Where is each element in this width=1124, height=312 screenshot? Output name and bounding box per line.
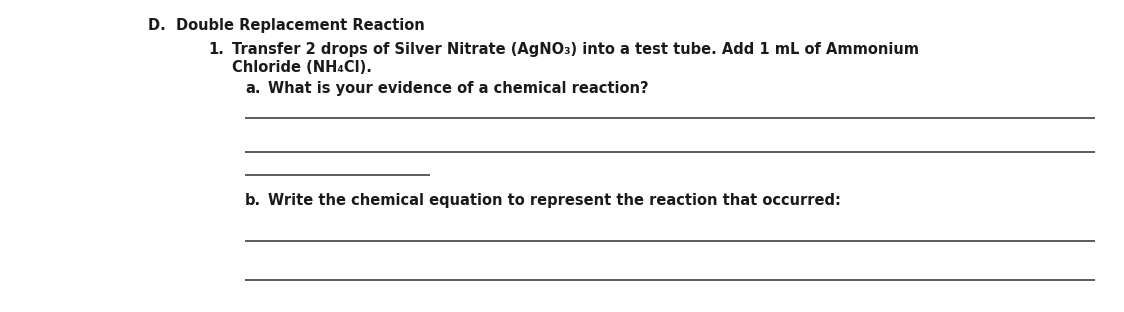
Text: a.: a. <box>245 81 261 96</box>
Text: b.: b. <box>245 193 261 208</box>
Text: What is your evidence of a chemical reaction?: What is your evidence of a chemical reac… <box>268 81 649 96</box>
Text: Chloride (NH₄Cl).: Chloride (NH₄Cl). <box>232 60 372 75</box>
Text: Write the chemical equation to represent the reaction that occurred:: Write the chemical equation to represent… <box>268 193 841 208</box>
Text: 1.: 1. <box>208 42 224 57</box>
Text: D.  Double Replacement Reaction: D. Double Replacement Reaction <box>148 18 425 33</box>
Text: Transfer 2 drops of Silver Nitrate (AgNO₃) into a test tube. Add 1 mL of Ammoniu: Transfer 2 drops of Silver Nitrate (AgNO… <box>232 42 919 57</box>
